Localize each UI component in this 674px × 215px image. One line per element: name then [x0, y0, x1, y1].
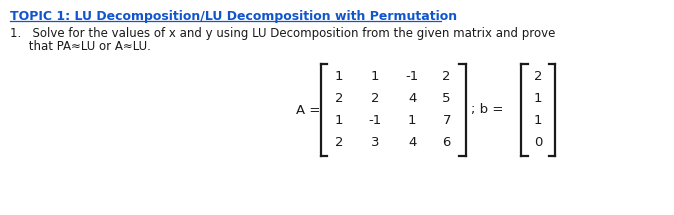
Text: 4: 4 — [408, 92, 417, 106]
Text: ; b =: ; b = — [471, 103, 508, 117]
Text: 6: 6 — [442, 137, 451, 149]
Text: 0: 0 — [534, 137, 543, 149]
Text: -1: -1 — [406, 71, 419, 83]
Text: 7: 7 — [442, 115, 451, 127]
Text: 2: 2 — [442, 71, 451, 83]
Text: 4: 4 — [408, 137, 417, 149]
Text: TOPIC 1: LU Decomposition/LU Decomposition with Permutation: TOPIC 1: LU Decomposition/LU Decompositi… — [9, 10, 457, 23]
Text: 2: 2 — [334, 137, 343, 149]
Text: 1: 1 — [371, 71, 379, 83]
Text: 1: 1 — [534, 115, 543, 127]
Text: 1.   Solve for the values of x and y using LU Decomposition from the given matri: 1. Solve for the values of x and y using… — [9, 27, 555, 40]
Text: that PA≈LU or A≈LU.: that PA≈LU or A≈LU. — [9, 40, 150, 53]
Text: 2: 2 — [334, 92, 343, 106]
Text: 2: 2 — [534, 71, 543, 83]
Text: -1: -1 — [369, 115, 381, 127]
Text: 3: 3 — [371, 137, 379, 149]
Text: 1: 1 — [408, 115, 417, 127]
Text: 2: 2 — [371, 92, 379, 106]
Text: 5: 5 — [442, 92, 451, 106]
Text: 1: 1 — [334, 71, 343, 83]
Text: 1: 1 — [334, 115, 343, 127]
Text: A =: A = — [296, 103, 324, 117]
Text: 1: 1 — [534, 92, 543, 106]
